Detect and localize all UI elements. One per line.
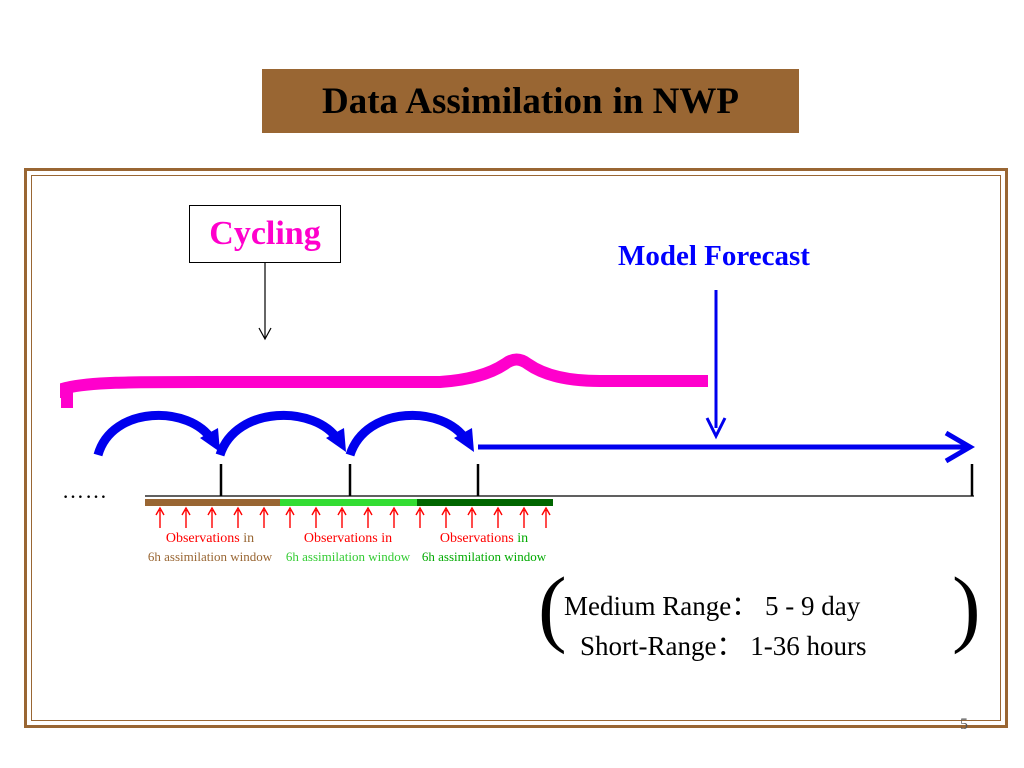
observation-arrow-1 bbox=[155, 506, 165, 528]
obs-label-3-word: Observations bbox=[439, 531, 514, 546]
obs-label-1-in: in bbox=[243, 531, 255, 546]
model-trajectory-start bbox=[61, 384, 73, 408]
model-forecast-pointer-head bbox=[705, 417, 727, 440]
cycling-label: Cycling bbox=[209, 215, 321, 252]
page-number: 5 bbox=[960, 716, 968, 733]
forecast-arrowhead bbox=[944, 430, 975, 464]
diagram-frame bbox=[24, 168, 1008, 728]
cycle-arc-3 bbox=[345, 410, 470, 457]
observation-arrow-7 bbox=[311, 506, 321, 528]
open-paren: ( bbox=[538, 559, 567, 655]
observation-arrow-3 bbox=[207, 506, 217, 528]
cycle-arc-1 bbox=[93, 410, 216, 457]
obs-label-2-in: in bbox=[381, 531, 393, 546]
obs-window-2 bbox=[280, 499, 417, 506]
title-part2: in NWP bbox=[612, 80, 740, 122]
observation-arrows bbox=[155, 506, 551, 528]
forecast-range-note: ( Medium Range： 5 - 9 day Short-Range： 1… bbox=[538, 564, 981, 661]
observation-arrow-2 bbox=[181, 506, 191, 528]
observation-arrow-4 bbox=[233, 506, 243, 528]
cycling-pointer-arrowhead bbox=[258, 327, 272, 341]
obs-label-1-word: Observations bbox=[165, 531, 240, 546]
obs-label-2: Observations in 6h assimilation window bbox=[278, 530, 418, 566]
observation-arrow-9 bbox=[363, 506, 373, 528]
obs-window-1 bbox=[145, 499, 280, 506]
cycle-arc-3-head bbox=[454, 428, 474, 452]
cycle-arc-1-head bbox=[200, 428, 220, 452]
cycling-box: Cycling bbox=[189, 205, 341, 263]
cycle-arc-2 bbox=[215, 410, 342, 457]
obs-label-2-word: Observations bbox=[303, 531, 378, 546]
observation-arrow-12 bbox=[441, 506, 451, 528]
medium-range-text: Medium Range： 5 - 9 day bbox=[564, 591, 861, 621]
observation-arrow-6 bbox=[285, 506, 295, 528]
obs-label-1-window: 6h assimilation window bbox=[147, 549, 273, 564]
obs-label-3-in: in bbox=[517, 531, 529, 546]
model-trajectory-line bbox=[60, 353, 708, 398]
observation-arrow-8 bbox=[337, 506, 347, 528]
cycle-arc-2-head bbox=[326, 428, 346, 452]
short-range-text: Short-Range： 1-36 hours bbox=[580, 631, 867, 661]
title-part1: Data Assimilation bbox=[321, 80, 603, 122]
observation-arrow-16 bbox=[541, 506, 551, 528]
obs-label-3-window: 6h assimilation window bbox=[421, 549, 547, 564]
observation-arrow-11 bbox=[415, 506, 425, 528]
model-forecast-label: Model Forecast bbox=[618, 240, 810, 272]
observation-arrow-14 bbox=[493, 506, 503, 528]
obs-window-3 bbox=[417, 499, 553, 506]
obs-label-1: Observations in 6h assimilation window bbox=[140, 530, 280, 566]
observation-arrow-15 bbox=[519, 506, 529, 528]
title-banner: Data Assimilation in NWP bbox=[262, 69, 799, 133]
observation-arrow-10 bbox=[389, 506, 399, 528]
ellipsis: …… bbox=[62, 478, 108, 503]
observation-arrow-5 bbox=[259, 506, 269, 528]
close-paren: ) bbox=[952, 559, 981, 655]
observation-arrow-13 bbox=[467, 506, 477, 528]
obs-label-2-window: 6h assimilation window bbox=[285, 549, 411, 564]
obs-label-3: Observations in 6h assimilation window bbox=[414, 530, 554, 566]
